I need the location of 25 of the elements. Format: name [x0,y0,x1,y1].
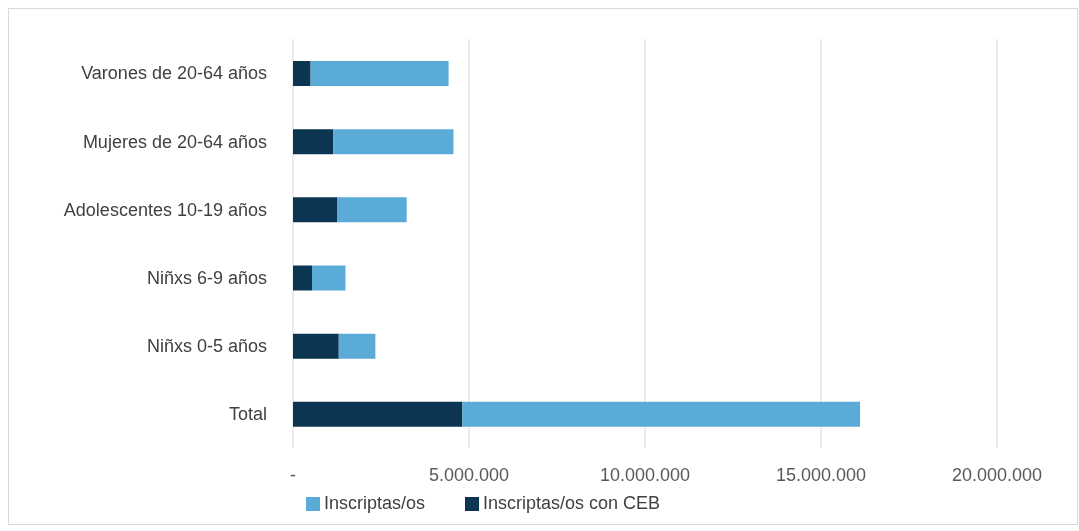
bar [312,265,346,291]
y-tick-label: Adolescentes 10-19 años [63,199,267,220]
y-tick-label: Niñxs 6-9 años [146,267,267,288]
bar [293,333,339,359]
bar [310,61,449,86]
y-tick-label: Varones de 20-64 años [81,63,267,84]
bar [462,401,861,427]
x-tick-label: 15.000.000 [775,464,867,485]
x-tick-label: 10.000.000 [599,464,691,485]
legend-label: Inscriptas/os [323,493,425,513]
x-tick-label: - [290,464,296,485]
y-tick-label: Mujeres de 20-64 años [82,131,267,152]
bar [333,129,454,155]
bar [293,61,311,86]
x-tick-label: 20.000.000 [951,464,1043,485]
y-tick-label: Niñxs 0-5 años [146,336,267,357]
y-tick-label: Total [228,404,267,425]
bar [293,197,337,223]
bar [293,129,334,155]
legend-label: Inscriptas/os con CEB [482,493,661,513]
bar [293,401,463,427]
x-tick-label: 5.000.000 [428,464,510,485]
bar [337,197,407,223]
bar [338,333,376,359]
bar [293,265,313,291]
